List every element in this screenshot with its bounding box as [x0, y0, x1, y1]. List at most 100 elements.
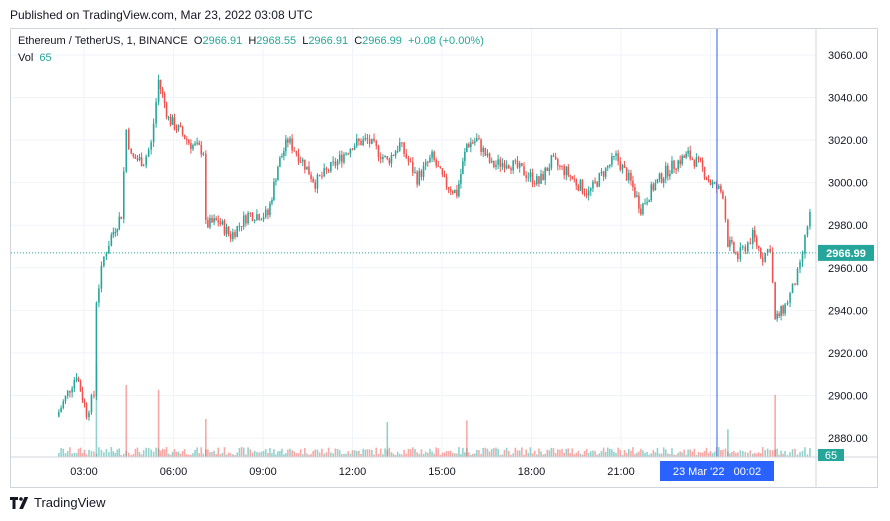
volume-spike — [125, 384, 128, 457]
footer-brand[interactable]: TradingView — [10, 495, 106, 510]
candles — [58, 74, 811, 421]
volume-bar — [183, 449, 186, 457]
candle-body — [325, 168, 328, 170]
candle-body — [707, 178, 710, 181]
volume-spike — [205, 418, 207, 457]
volume-bar — [388, 447, 391, 457]
volume-bar — [249, 449, 252, 457]
candle-body — [449, 189, 452, 192]
candle-body — [77, 378, 80, 382]
volume-legend: Vol 65 — [18, 52, 52, 64]
candle-body — [431, 151, 433, 158]
candle-body — [435, 159, 437, 166]
last-volume-label: 65 — [825, 450, 837, 462]
candle-body — [281, 156, 283, 158]
volume-bar — [138, 452, 141, 457]
candle-body — [219, 222, 222, 225]
candle-body — [336, 160, 339, 166]
volume-bar — [497, 448, 499, 457]
candle-body — [493, 160, 495, 167]
candle-body — [247, 212, 249, 224]
change-value: +0.08 (+0.00%) — [408, 35, 484, 47]
candle-body — [130, 148, 133, 154]
volume-bar — [283, 454, 285, 457]
candle-body — [323, 168, 325, 177]
candle-body — [443, 174, 446, 177]
volume-bar — [472, 453, 474, 457]
candle-body — [321, 175, 323, 177]
candle-body — [746, 242, 749, 252]
volume-bar — [260, 451, 263, 457]
volume-bar — [145, 447, 147, 457]
candle-body — [759, 248, 762, 258]
candle-body — [648, 200, 650, 202]
volume-bar — [62, 448, 65, 457]
volume-bar — [58, 453, 60, 457]
volume-bar — [287, 449, 289, 457]
candle-body — [401, 142, 403, 144]
volume-bar — [271, 453, 273, 457]
volume-bar — [776, 448, 778, 457]
y-tick-label: 2900.00 — [828, 390, 868, 402]
volume-bar — [501, 454, 504, 457]
candle-body — [567, 166, 570, 176]
volume-bar — [755, 453, 758, 457]
volume-bar — [764, 450, 766, 457]
candle-body — [426, 161, 429, 163]
volume-bar — [625, 452, 628, 457]
candle-body — [306, 166, 308, 170]
volume-bar — [310, 454, 312, 457]
candle-body — [379, 157, 382, 160]
volume-bar — [561, 448, 563, 457]
candle-body — [177, 125, 180, 130]
candle-body — [81, 391, 84, 401]
volume-bar — [613, 451, 615, 457]
candle-body — [196, 142, 198, 144]
candle-body — [458, 183, 460, 197]
volume-bar — [192, 453, 194, 457]
volume-bar — [394, 454, 397, 457]
volume-bar — [159, 450, 162, 457]
candle-body — [364, 137, 367, 140]
volume-bar — [780, 450, 782, 457]
volume-bar — [105, 449, 108, 457]
candle-body — [145, 156, 147, 166]
y-tick-label: 2880.00 — [828, 433, 868, 445]
candle-body — [701, 160, 704, 168]
volume-bar — [409, 449, 412, 457]
volume-bar — [418, 453, 421, 457]
volume-bar — [293, 451, 296, 457]
volume-bar — [585, 448, 588, 457]
candle-body — [621, 164, 624, 170]
candle-body — [652, 184, 655, 191]
volume-bar — [343, 453, 345, 457]
candle-body — [134, 156, 137, 159]
volume-bar — [581, 454, 584, 457]
volume-bar — [652, 449, 655, 457]
candle-body — [542, 173, 544, 180]
volume-bar — [606, 447, 609, 457]
candle-body — [556, 159, 559, 166]
volume-bar — [617, 447, 619, 457]
candle-body — [598, 173, 601, 187]
candle-body — [127, 129, 130, 149]
volume-bar — [604, 452, 607, 457]
volume-bar — [784, 450, 786, 457]
candle-body — [384, 156, 386, 158]
volume-value: 65 — [39, 52, 52, 64]
volume-bar — [488, 451, 491, 457]
volume-bar — [140, 454, 143, 457]
last-price-label: 2966.99 — [826, 248, 866, 260]
volume-bar — [628, 449, 630, 457]
volume-spike — [466, 420, 468, 457]
volume-bar — [229, 453, 232, 457]
volume-bar — [709, 451, 712, 457]
candle-body — [609, 164, 611, 167]
volume-bar — [749, 450, 752, 457]
candle-body — [341, 154, 343, 163]
candle-body — [75, 378, 78, 380]
candle-body — [73, 379, 76, 389]
candle-body — [297, 153, 300, 162]
candle-body — [552, 155, 555, 157]
